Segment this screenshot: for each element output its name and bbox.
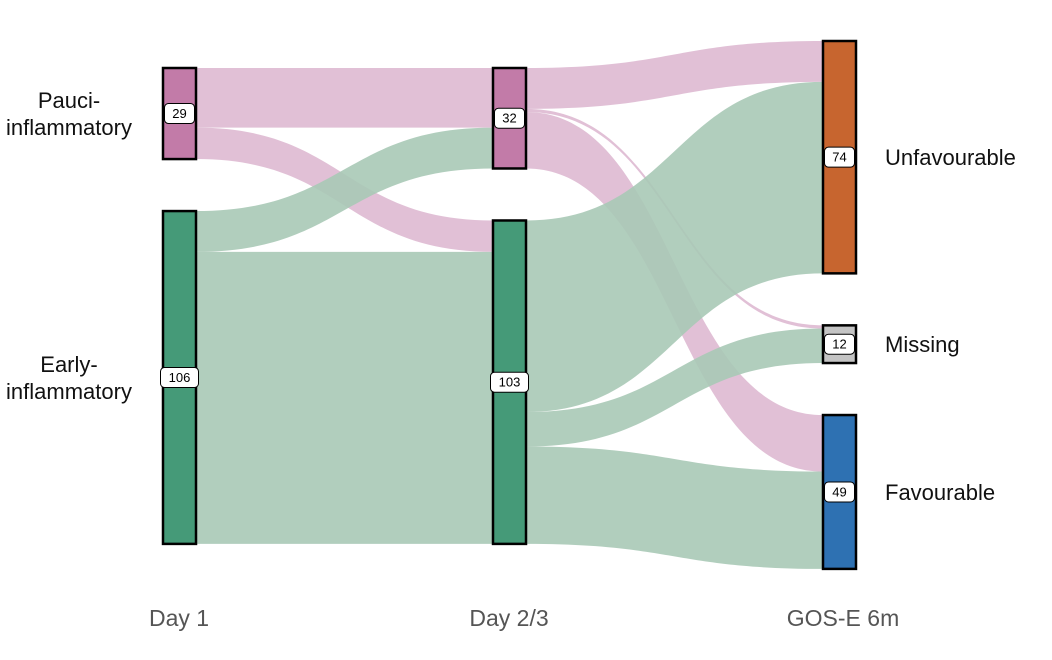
node-fav: 49 bbox=[821, 413, 858, 571]
count-label-d1_pauci: 29 bbox=[172, 106, 186, 121]
column-label-day23: Day 2/3 bbox=[469, 605, 548, 631]
count-label-missing: 12 bbox=[832, 337, 846, 352]
node-label-missing-line0: Missing bbox=[885, 332, 960, 357]
count-label-d23_pauci: 32 bbox=[502, 111, 516, 126]
count-badge-fav bbox=[824, 481, 855, 503]
count-label-d23_early: 103 bbox=[499, 375, 521, 390]
flow-d23_pauci-to-unfav bbox=[526, 41, 823, 109]
count-badge-missing bbox=[824, 333, 855, 355]
node-label-d1_pauci-line0: Pauci- bbox=[38, 88, 100, 113]
count-badge-unfav bbox=[824, 146, 855, 168]
node-label-unfav-line0: Unfavourable bbox=[885, 145, 1016, 170]
count-label-fav: 49 bbox=[832, 484, 846, 499]
flow-d23_early-to-missing bbox=[526, 328, 823, 447]
count-badge-d1_pauci bbox=[164, 103, 195, 125]
node-labels: Pauci-inflammatoryEarly-inflammatoryUnfa… bbox=[6, 88, 1016, 505]
node-d1_pauci: 29 bbox=[161, 66, 198, 161]
node-missing: 12 bbox=[821, 324, 858, 365]
flow-d1_early-to-d23_pauci bbox=[196, 127, 493, 252]
count-label-d1_early: 106 bbox=[169, 370, 191, 385]
flow-d23_early-to-unfav bbox=[526, 81, 823, 413]
column-label-day1: Day 1 bbox=[149, 605, 209, 631]
flow-links bbox=[196, 41, 823, 569]
node-d23_pauci: 32 bbox=[491, 66, 528, 170]
node-label-d1_early-line0: Early- bbox=[40, 352, 97, 377]
nodes: 29 106 32 103 74 12 49 bbox=[160, 39, 858, 571]
count-badge-d1_early bbox=[160, 366, 199, 388]
flow-d23_early-to-fav bbox=[526, 446, 823, 569]
flow-d1_early-to-d23_early bbox=[196, 251, 493, 544]
column-label-gose6m: GOS-E 6m bbox=[787, 605, 899, 631]
flow-d1_pauci-to-d23_pauci bbox=[196, 68, 493, 128]
node-label-d1_pauci-line1: inflammatory bbox=[6, 115, 132, 140]
count-label-unfav: 74 bbox=[832, 150, 846, 165]
node-d23_early: 103 bbox=[490, 219, 529, 546]
node-d1_early: 106 bbox=[160, 209, 199, 546]
node-label-fav-line0: Favourable bbox=[885, 480, 995, 505]
count-badge-d23_pauci bbox=[494, 107, 525, 129]
column-labels: Day 1 Day 2/3 GOS-E 6m bbox=[149, 605, 899, 631]
node-label-d1_early-line1: inflammatory bbox=[6, 379, 132, 404]
node-unfav: 74 bbox=[821, 39, 858, 275]
count-badge-d23_early bbox=[490, 371, 529, 393]
